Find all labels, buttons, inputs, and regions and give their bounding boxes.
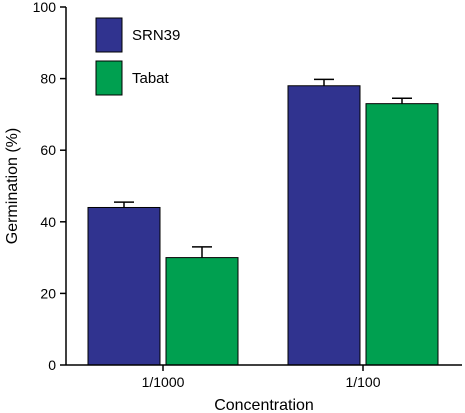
y-tick-label-100: 100 <box>33 0 57 15</box>
ticks-group: 0 20 40 60 80 100 1/1000 1/100 <box>33 0 381 390</box>
legend-swatch-srn39 <box>95 17 123 53</box>
y-tick-label-80: 80 <box>40 71 56 87</box>
legend-label-srn39: SRN39 <box>132 27 180 44</box>
error-bars-group <box>114 78 412 258</box>
x-axis-title: Concentration <box>214 397 314 413</box>
bar-srn39-0 <box>87 206 161 366</box>
legend: SRN39 Tabat <box>95 17 180 96</box>
x-tick-label-1: 1/100 <box>345 374 380 390</box>
x-tick-label-0: 1/1000 <box>142 374 185 390</box>
bar-tabat-0 <box>165 257 239 366</box>
y-tick-label-20: 20 <box>40 285 56 301</box>
y-tick-label-0: 0 <box>48 357 56 373</box>
axes-group <box>65 7 462 366</box>
bar-srn39-1 <box>287 85 361 366</box>
bars-group <box>87 85 439 366</box>
y-tick-label-40: 40 <box>40 214 56 230</box>
y-tick-label-60: 60 <box>40 142 56 158</box>
legend-label-tabat: Tabat <box>132 70 170 87</box>
y-axis-title: Germination (%) <box>4 128 21 244</box>
bar-tabat-1 <box>365 103 439 366</box>
legend-swatch-tabat <box>95 60 123 96</box>
